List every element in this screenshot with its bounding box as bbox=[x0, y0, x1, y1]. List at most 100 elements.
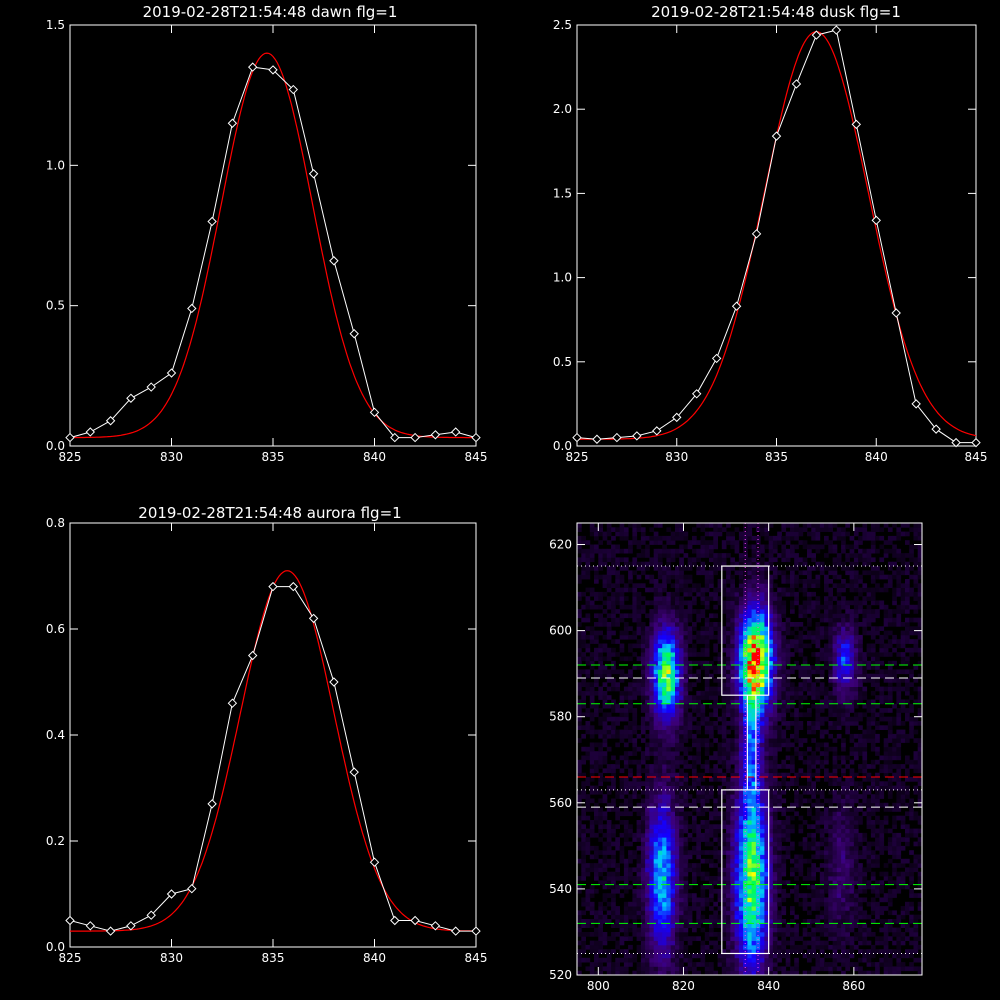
image-pixel bbox=[645, 940, 650, 946]
image-pixel bbox=[687, 884, 693, 890]
image-pixel bbox=[721, 927, 727, 933]
image-pixel bbox=[662, 690, 667, 696]
image-pixel bbox=[785, 540, 791, 545]
image-pixel bbox=[709, 570, 714, 576]
image-pixel bbox=[751, 742, 757, 748]
image-pixel bbox=[594, 802, 599, 808]
dawn-xtick-label: 835 bbox=[262, 450, 285, 464]
image-pixel bbox=[666, 936, 672, 941]
image-pixel bbox=[815, 798, 821, 804]
image-pixel bbox=[704, 897, 710, 903]
image-pixel bbox=[657, 893, 663, 898]
image-pixel bbox=[709, 673, 714, 679]
image-pixel bbox=[657, 906, 663, 911]
image-pixel bbox=[730, 794, 735, 799]
image-pixel bbox=[632, 785, 638, 791]
image-pixel bbox=[755, 561, 761, 567]
image-pixel bbox=[692, 970, 697, 976]
image-pixel bbox=[577, 923, 582, 928]
image-pixel bbox=[653, 682, 659, 687]
image-pixel bbox=[598, 523, 603, 528]
image-pixel bbox=[755, 678, 761, 683]
image-pixel bbox=[602, 682, 608, 687]
image-pixel bbox=[721, 647, 727, 653]
image-pixel bbox=[768, 617, 774, 623]
image-pixel bbox=[700, 712, 706, 718]
image-pixel bbox=[670, 660, 676, 666]
image-pixel bbox=[700, 957, 706, 963]
image-pixel bbox=[772, 910, 778, 916]
image-pixel bbox=[649, 686, 655, 692]
image-pixel bbox=[653, 708, 659, 713]
image-pixel bbox=[751, 716, 757, 722]
image-pixel bbox=[662, 940, 667, 946]
image-pixel bbox=[623, 613, 629, 619]
image-pixel bbox=[764, 682, 770, 687]
image-pixel bbox=[619, 656, 625, 662]
image-pixel bbox=[653, 832, 659, 838]
image-pixel bbox=[832, 824, 838, 829]
image-pixel bbox=[632, 794, 638, 799]
image-pixel bbox=[743, 880, 748, 885]
image-pixel bbox=[794, 583, 799, 588]
image-pixel bbox=[819, 949, 825, 954]
image-pixel bbox=[687, 630, 693, 636]
image-pixel bbox=[611, 544, 616, 550]
image-pixel bbox=[790, 910, 795, 916]
image-pixel bbox=[598, 652, 603, 657]
image-pixel bbox=[679, 746, 684, 752]
image-pixel bbox=[581, 591, 586, 597]
image-pixel bbox=[594, 682, 599, 687]
image-pixel bbox=[828, 604, 833, 610]
dawn-data-point bbox=[105, 416, 116, 426]
image-pixel bbox=[606, 570, 612, 576]
image-pixel bbox=[709, 888, 714, 894]
image-pixel bbox=[781, 893, 787, 898]
image-pixel bbox=[751, 815, 757, 821]
image-pixel bbox=[815, 527, 821, 532]
image-pixel bbox=[747, 794, 753, 799]
image-pixel bbox=[760, 906, 765, 911]
image-pixel bbox=[679, 712, 684, 718]
image-pixel bbox=[585, 906, 591, 911]
image-pixel bbox=[675, 613, 680, 619]
image-pixel bbox=[589, 828, 595, 834]
image-pixel bbox=[790, 699, 795, 705]
image-pixel bbox=[636, 845, 642, 851]
image-pixel bbox=[653, 871, 659, 877]
image-pixel bbox=[730, 716, 735, 722]
image-pixel bbox=[717, 579, 723, 584]
image-pixel bbox=[577, 669, 582, 675]
image-pixel bbox=[683, 574, 689, 580]
image-pixel bbox=[768, 962, 774, 967]
image-pixel bbox=[781, 953, 787, 959]
image-pixel bbox=[764, 686, 770, 692]
image-pixel bbox=[734, 940, 740, 946]
image-pixel bbox=[675, 953, 680, 959]
image-pixel bbox=[606, 548, 612, 554]
image-pixel bbox=[819, 897, 825, 903]
image-pixel bbox=[819, 617, 825, 623]
image-pixel bbox=[632, 880, 638, 885]
image-pixel bbox=[785, 854, 791, 860]
image-pixel bbox=[717, 716, 723, 722]
image-pixel bbox=[615, 733, 620, 739]
image-pixel bbox=[645, 652, 650, 657]
image-pixel bbox=[632, 914, 638, 920]
image-pixel bbox=[623, 798, 629, 804]
image-pixel bbox=[657, 682, 663, 687]
image-pixel bbox=[602, 531, 608, 537]
image-pixel bbox=[585, 690, 591, 696]
image-pixel bbox=[798, 703, 804, 709]
image-pixel bbox=[768, 764, 774, 769]
image-pixel bbox=[662, 768, 667, 774]
image-pixel bbox=[589, 656, 595, 662]
image-pixel bbox=[649, 772, 655, 778]
image-pixel bbox=[589, 686, 595, 692]
image-pixel bbox=[760, 652, 765, 657]
image-pixel bbox=[687, 561, 693, 567]
image-pixel bbox=[687, 673, 693, 679]
image-pixel bbox=[645, 686, 650, 692]
image-pixel bbox=[726, 850, 731, 855]
aurora-data-point bbox=[65, 915, 75, 926]
